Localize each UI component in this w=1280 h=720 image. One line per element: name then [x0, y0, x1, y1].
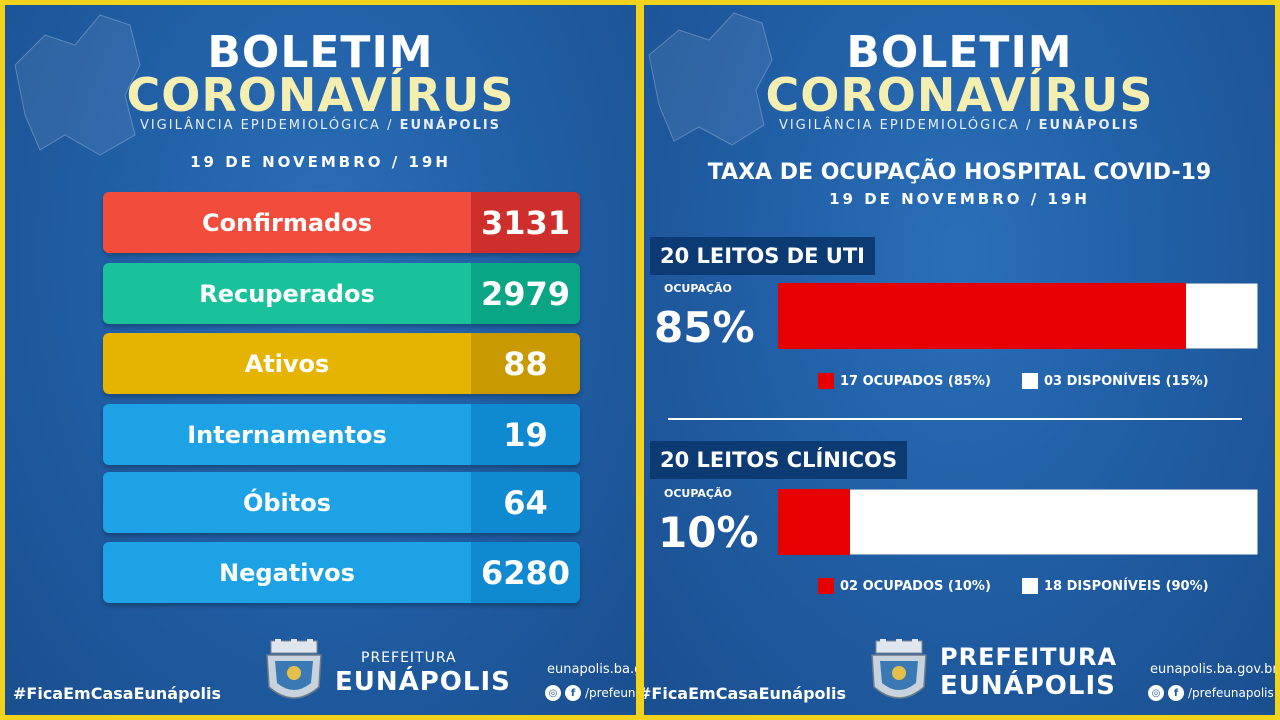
- city-crest-icon: [871, 639, 927, 699]
- instagram-icon[interactable]: ◎: [1148, 685, 1164, 701]
- stat-value: 19: [471, 404, 580, 465]
- bulletin-right-panel: BOLETIM CORONAVÍRUS VIGILÂNCIA EPIDEMIOL…: [644, 5, 1275, 715]
- clinical-legend-available: 18 DISPONÍVEIS (90%): [1022, 578, 1209, 594]
- clinical-beds-title: 20 LEITOS CLÍNICOS: [650, 441, 908, 479]
- website-link[interactable]: eunapolis.ba.gov.br: [1150, 662, 1275, 677]
- uti-bar-occupied: [778, 283, 1186, 349]
- subtitle-city: EUNÁPOLIS: [1038, 118, 1141, 133]
- hashtag-text: #FicaEmCasaEunápolis: [13, 684, 222, 703]
- stat-label: Confirmados: [103, 192, 471, 253]
- bulletin-subtitle: VIGILÂNCIA EPIDEMIOLÓGICA / EUNÁPOLIS: [5, 118, 636, 133]
- website-link[interactable]: eunapolis.ba.gov.br: [547, 662, 636, 677]
- uti-title-bold: UTI: [825, 244, 865, 268]
- clinical-bar-available: [778, 489, 1258, 555]
- section-divider: [668, 418, 1242, 420]
- clinical-occupancy-label: OCUPAÇÃO: [664, 487, 732, 500]
- uti-occupancy-percent: 85%: [654, 303, 755, 352]
- legend-swatch-occupied: [818, 578, 834, 594]
- map-outline-decoration: [648, 12, 773, 146]
- stat-value: 88: [471, 333, 580, 394]
- hashtag-text: #FicaEmCasaEunápolis: [644, 684, 847, 703]
- subtitle-prefix: VIGILÂNCIA EPIDEMIOLÓGICA /: [778, 118, 1039, 133]
- clinical-legend-occupied: 02 OCUPADOS (10%): [818, 578, 991, 594]
- city-name-label: EUNÁPOLIS: [335, 667, 511, 697]
- stat-label: Negativos: [103, 542, 471, 603]
- uti-occupancy-label: OCUPAÇÃO: [664, 282, 732, 295]
- bulletin-date: 19 DE NOVEMBRO / 19H: [190, 153, 451, 171]
- clinical-occupancy-percent: 10%: [658, 508, 759, 557]
- stat-row-internamentos: Internamentos 19: [103, 404, 580, 465]
- bulletin-title-line1: BOLETIM: [846, 27, 1073, 78]
- stat-label: Internamentos: [103, 404, 471, 465]
- bulletin-title-line2: CORONAVÍRUS: [765, 68, 1154, 122]
- stat-label: Óbitos: [103, 472, 471, 533]
- legend-swatch-occupied: [818, 373, 834, 389]
- uti-beds-title: 20 LEITOS DE UTI: [650, 237, 875, 275]
- stat-value: 64: [471, 472, 580, 533]
- social-handle[interactable]: ◎ f /prefeunapolis: [545, 685, 636, 701]
- prefeitura-label: PREFEITURA: [940, 643, 1118, 671]
- city-crest-icon: [266, 639, 322, 699]
- stat-row-negativos: Negativos 6280: [103, 542, 580, 603]
- occupancy-heading: TAXA DE OCUPAÇÃO HOSPITAL COVID-19: [707, 160, 1212, 185]
- prefeitura-label: PREFEITURA: [361, 650, 457, 666]
- social-handle-text: /prefeunapolis: [585, 686, 636, 700]
- facebook-icon[interactable]: f: [1168, 685, 1184, 701]
- legend-occupied-text: 17 OCUPADOS (85%): [840, 373, 991, 389]
- city-name-label: EUNÁPOLIS: [940, 671, 1116, 701]
- legend-swatch-available: [1022, 578, 1038, 594]
- stat-value: 2979: [471, 263, 580, 324]
- legend-available-text: 03 DISPONÍVEIS (15%): [1044, 373, 1209, 389]
- stat-value: 3131: [471, 192, 580, 253]
- social-handle-text: /prefeunapolis: [1188, 686, 1274, 700]
- subtitle-prefix: VIGILÂNCIA EPIDEMIOLÓGICA /: [139, 118, 400, 133]
- bulletin-left-panel: BOLETIM CORONAVÍRUS VIGILÂNCIA EPIDEMIOL…: [5, 5, 636, 715]
- bulletin-date: 19 DE NOVEMBRO / 19H: [829, 190, 1090, 208]
- bulletin-subtitle: VIGILÂNCIA EPIDEMIOLÓGICA / EUNÁPOLIS: [644, 118, 1275, 133]
- clinical-bar-occupied: [778, 489, 850, 555]
- uti-legend-available: 03 DISPONÍVEIS (15%): [1022, 373, 1209, 389]
- social-handle[interactable]: ◎ f /prefeunapolis: [1148, 685, 1274, 701]
- stat-value: 6280: [471, 542, 580, 603]
- instagram-icon[interactable]: ◎: [545, 685, 561, 701]
- subtitle-city: EUNÁPOLIS: [399, 118, 502, 133]
- uti-title-prefix: 20 LEITOS DE: [660, 244, 819, 268]
- bulletin-title-line2: CORONAVÍRUS: [126, 68, 515, 122]
- legend-available-text: 18 DISPONÍVEIS (90%): [1044, 578, 1209, 594]
- stat-label: Recuperados: [103, 263, 471, 324]
- stat-row-obitos: Óbitos 64: [103, 472, 580, 533]
- legend-occupied-text: 02 OCUPADOS (10%): [840, 578, 991, 594]
- stat-row-recuperados: Recuperados 2979: [103, 263, 580, 324]
- bulletin-title-line1: BOLETIM: [207, 27, 434, 78]
- stat-label: Ativos: [103, 333, 471, 394]
- clinical-occupancy-bar: [778, 489, 1258, 555]
- uti-legend-occupied: 17 OCUPADOS (85%): [818, 373, 991, 389]
- stat-row-confirmados: Confirmados 3131: [103, 192, 580, 253]
- map-outline-decoration: [14, 14, 141, 156]
- uti-occupancy-bar: [778, 283, 1258, 349]
- facebook-icon[interactable]: f: [565, 685, 581, 701]
- stat-row-ativos: Ativos 88: [103, 333, 580, 394]
- legend-swatch-available: [1022, 373, 1038, 389]
